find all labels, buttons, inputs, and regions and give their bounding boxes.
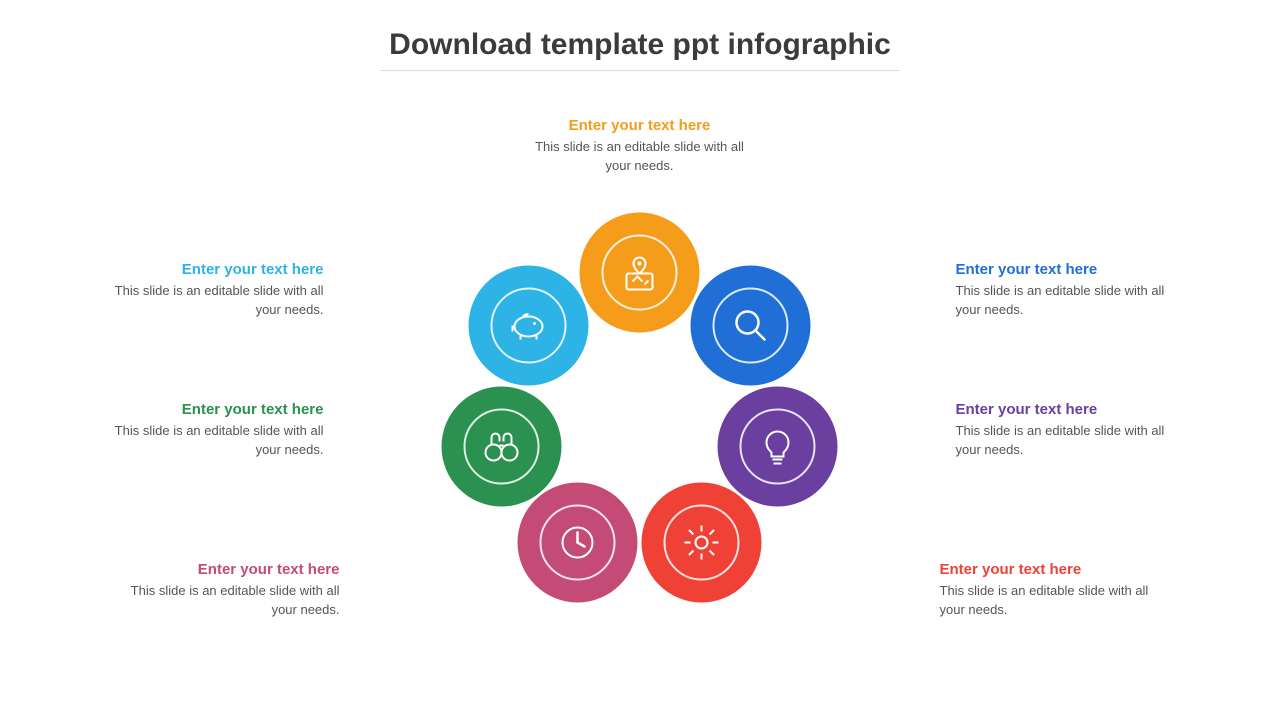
page-title: Download template ppt infographic [389, 28, 891, 62]
label-purple: Enter your text here This slide is an edi… [956, 401, 1176, 460]
binoculars-icon [480, 425, 522, 467]
label-title: Enter your text here [120, 561, 340, 578]
node-rose [518, 482, 638, 602]
gear-icon [680, 521, 722, 563]
map-pin-icon [619, 252, 661, 294]
search-icon [730, 305, 772, 347]
circular-diagram: Enter your text hereThis slide is an edi… [640, 415, 641, 416]
label-title: Enter your text here [940, 561, 1160, 578]
label-desc: This slide is an editable slide with all… [940, 582, 1160, 620]
title-underline [380, 70, 900, 71]
label-desc: This slide is an editable slide with all… [956, 282, 1176, 320]
piggy-icon [507, 305, 549, 347]
label-title: Enter your text here [104, 261, 324, 278]
label-red: Enter your text here This slide is an edi… [940, 561, 1160, 620]
label-title: Enter your text here [104, 401, 324, 418]
label-sky: Enter your text here This slide is an edi… [104, 261, 324, 320]
label-blue: Enter your text here This slide is an edi… [956, 261, 1176, 320]
label-title: Enter your text here [956, 261, 1176, 278]
label-rose: Enter your text here This slide is an edi… [120, 561, 340, 620]
node-red [641, 482, 761, 602]
bulb-icon [757, 425, 799, 467]
label-desc: This slide is an editable slide with all… [956, 422, 1176, 460]
label-desc: This slide is an editable slide with all… [530, 138, 750, 176]
node-sky [468, 266, 588, 386]
label-desc: This slide is an editable slide with all… [104, 282, 324, 320]
node-blue [691, 266, 811, 386]
node-green [441, 386, 561, 506]
label-orange: Enter your text here This slide is an edi… [530, 117, 750, 176]
label-title: Enter your text here [956, 401, 1176, 418]
label-title: Enter your text here [530, 117, 750, 134]
label-desc: This slide is an editable slide with all… [120, 582, 340, 620]
node-orange [580, 213, 700, 333]
label-desc: This slide is an editable slide with all… [104, 422, 324, 460]
clock-icon [557, 521, 599, 563]
label-green: Enter your text here This slide is an edi… [104, 401, 324, 460]
node-purple [718, 386, 838, 506]
